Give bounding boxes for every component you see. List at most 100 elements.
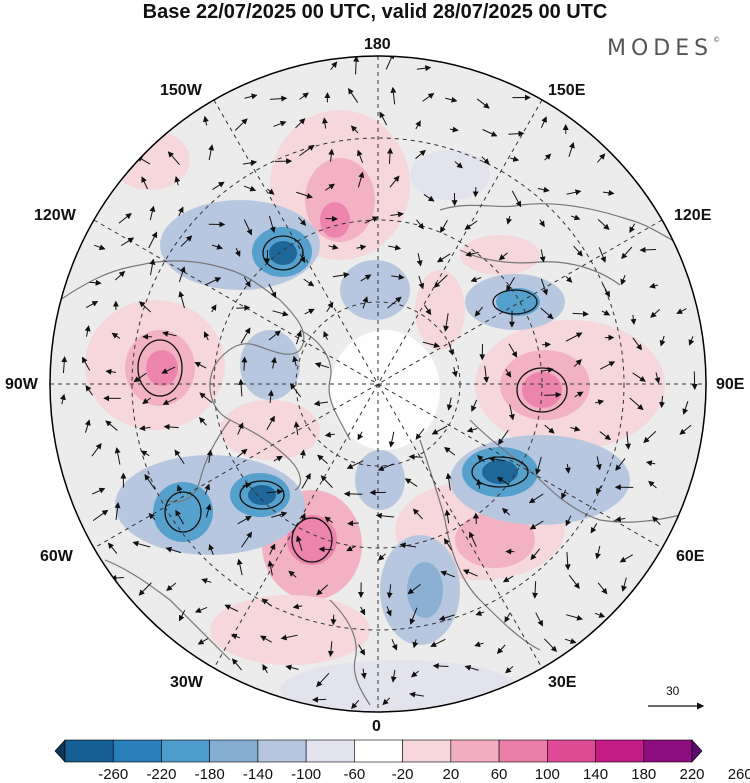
- wind-vector-arrow: [535, 456, 542, 475]
- wind-vector-arrow: [659, 395, 665, 409]
- wind-vector-arrow: [330, 614, 337, 626]
- wind-vector-arrow: [105, 420, 118, 431]
- lon-label-150e: 150E: [548, 82, 586, 99]
- wind-vector-arrow: [197, 638, 209, 645]
- lon-label-90e: 90E: [716, 376, 745, 393]
- colorbar-tick-label: -20: [391, 766, 414, 783]
- colorbar-segment: [305, 739, 355, 763]
- wind-vector-arrow: [386, 584, 393, 599]
- wind-vector-arrow: [412, 508, 423, 520]
- wind-vector-arrow: [359, 606, 366, 616]
- wind-vector-arrow: [466, 426, 478, 433]
- anomaly-negative: [153, 482, 213, 542]
- wind-vector-arrow: [506, 277, 515, 292]
- wind-vector-arrow: [410, 670, 419, 678]
- wind-vector-arrow: [445, 472, 452, 491]
- wind-vector-arrow: [386, 606, 392, 617]
- lon-label-60e: 60E: [676, 548, 705, 565]
- map-disk: [50, 56, 706, 712]
- wind-vector-arrow: [565, 515, 572, 527]
- coastlines: [59, 203, 691, 706]
- anomaly-negative: [269, 241, 297, 265]
- wind-vector-arrow: [81, 356, 91, 371]
- wind-vector-arrow: [230, 633, 241, 640]
- wind-vector-arrow: [574, 391, 584, 398]
- wind-vector-arrow: [114, 447, 121, 465]
- wind-vector-arrow: [422, 341, 441, 349]
- wind-vector-arrow: [166, 582, 177, 591]
- wind-vector-arrow: [356, 244, 367, 251]
- wind-vector-arrow: [544, 153, 552, 161]
- wind-vector-arrow: [438, 614, 455, 621]
- wind-vector-arrow: [194, 362, 207, 369]
- wind-vector-arrow: [114, 270, 126, 281]
- wind-vector-arrow: [648, 480, 657, 489]
- anomaly-positive: [455, 512, 535, 568]
- lon-label-0: 0: [372, 718, 381, 735]
- wind-vector-arrow: [377, 553, 386, 561]
- wind-vector-arrow: [85, 384, 93, 396]
- wind-vector-arrow: [357, 171, 365, 188]
- wind-vector-arrow: [469, 531, 477, 548]
- wind-vector-arrow: [132, 540, 151, 548]
- wind-vector-arrow: [511, 190, 522, 208]
- lon-label-150w: 150W: [160, 82, 202, 99]
- wind-vector-arrow: [445, 96, 458, 103]
- wind-vector-arrow: [601, 309, 611, 316]
- wind-vector-arrow: [498, 252, 508, 261]
- wind-vector-arrow: [449, 126, 459, 133]
- wind-vector-arrow: [390, 669, 397, 683]
- wind-vector-arrow: [107, 542, 118, 554]
- wind-vector-arrow: [321, 117, 328, 129]
- anomaly-positive: [320, 202, 350, 238]
- colorbar-segment: [450, 739, 500, 763]
- wind-vector-arrow: [356, 149, 363, 163]
- wind-vector-arrow: [139, 425, 151, 432]
- wind-vector-arrow: [353, 56, 360, 75]
- wind-vector-arrow: [205, 277, 222, 286]
- wind-vector-arrow: [324, 516, 334, 524]
- anomaly-negative: [240, 330, 300, 400]
- colorbar-segment: [402, 739, 452, 763]
- wind-vector-arrow: [474, 641, 484, 648]
- wind-vector-arrow: [498, 429, 509, 445]
- wind-vector-arrow: [91, 443, 102, 457]
- wind-vector-arrow: [532, 581, 539, 599]
- wind-vector-arrow: [630, 314, 637, 325]
- wind-vector-arrow: [316, 672, 330, 688]
- wind-vector-arrow: [440, 570, 455, 578]
- wind-vector-arrow: [238, 378, 245, 397]
- wind-vector-arrow: [105, 368, 117, 375]
- wind-vector-arrow: [377, 463, 394, 471]
- wind-vector-arrow: [92, 487, 106, 495]
- wind-vector-arrow: [240, 327, 251, 344]
- colorbar-segment: [209, 739, 259, 763]
- wind-vector-arrow: [590, 523, 598, 534]
- wind-vector-arrow: [290, 383, 302, 398]
- wind-vector-arrow: [292, 603, 303, 610]
- wind-vector-arrow: [620, 274, 627, 286]
- wind-vector-arrow: [528, 493, 544, 504]
- wind-vector-arrow: [212, 181, 225, 190]
- wind-vector-arrow: [501, 507, 511, 516]
- wind-vector-arrow: [118, 213, 132, 224]
- wind-vector-arrow: [198, 417, 207, 426]
- wind-vector-arrow: [375, 512, 395, 519]
- wind-vector-arrow: [625, 431, 632, 450]
- wind-vector-arrow: [416, 253, 423, 267]
- wind-vector-arrow: [594, 612, 606, 618]
- wind-vector-arrow: [266, 488, 284, 495]
- wind-vector-arrow: [270, 356, 277, 369]
- wind-vector-arrow: [148, 512, 156, 520]
- wind-vector-arrow: [139, 301, 151, 313]
- wind-vector-arrow: [444, 509, 451, 524]
- wind-vector-arrow: [537, 186, 550, 193]
- wind-vector-arrow: [619, 554, 634, 563]
- wind-vector-arrow: [539, 249, 546, 263]
- wind-vector-arrow: [293, 421, 300, 435]
- contour-low: [239, 480, 285, 510]
- anomaly-positive: [210, 595, 370, 665]
- wind-vector-arrow: [346, 545, 356, 552]
- wind-vector-arrow: [292, 355, 299, 367]
- wind-vector-arrow: [597, 218, 610, 231]
